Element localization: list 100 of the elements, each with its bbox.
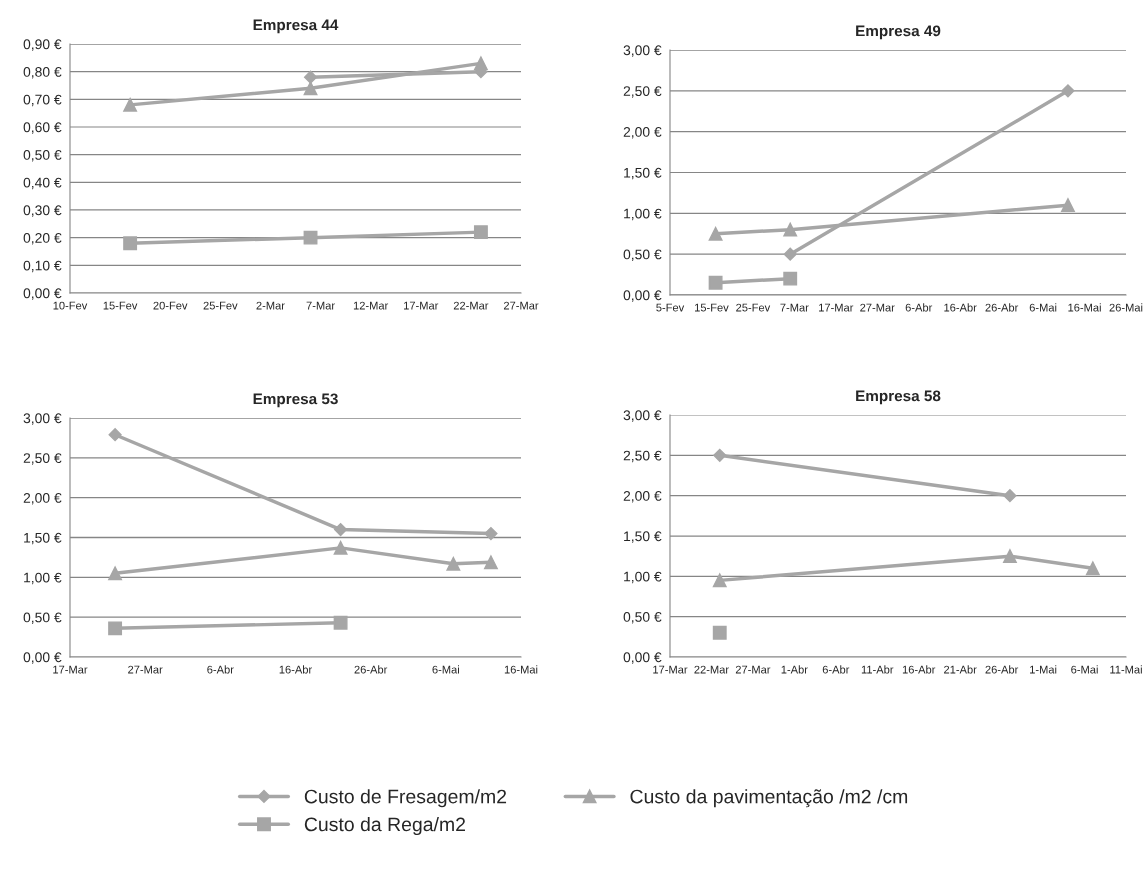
y-tick-label: 1,00 €: [24, 572, 62, 585]
x-tick-label: 27-Mar: [860, 303, 895, 312]
point: [783, 247, 797, 261]
x-tick-label: 21-Abr: [944, 665, 977, 674]
point: [123, 97, 138, 112]
y-tick-label: 1,00 €: [624, 208, 662, 221]
x-tick-label: 6-Abr: [207, 665, 234, 674]
y-tick-label: 2,50 €: [623, 86, 662, 98]
point: [108, 621, 123, 636]
y-tick-label: 0,20 €: [23, 233, 62, 245]
chart-title: Empresa 49: [856, 25, 941, 40]
point: [712, 625, 727, 640]
chart-title: Empresa 58: [856, 390, 941, 405]
x-tick-label: 26-Mai: [1109, 303, 1143, 312]
x-tick-label: 26-Abr: [985, 665, 1019, 674]
chart-title: Empresa 44: [253, 19, 339, 34]
y-tick-label: 1,50 €: [624, 167, 662, 180]
x-tick-label: 11-Abr: [861, 665, 894, 674]
x-tick-label: 1-Abr: [781, 665, 808, 674]
y-tick-label: 1,50 €: [24, 532, 62, 545]
x-tick-label: 12-Mar: [353, 301, 389, 310]
y-tick-label: 0,00 €: [23, 652, 62, 664]
point: [1061, 198, 1075, 213]
x-tick-label: 22-Mar: [694, 665, 729, 674]
x-tick-label: 6-Abr: [822, 665, 850, 674]
x-tick-label: 16-Abr: [944, 303, 977, 312]
y-tick-label: 0,00 €: [23, 288, 62, 300]
x-tick-label: 6-Mai: [1071, 665, 1098, 674]
x-tick-label: 15-Fev: [695, 303, 729, 312]
y-tick-label: 0,40 €: [23, 177, 62, 190]
y-tick-label: 3,00 €: [623, 45, 662, 57]
point: [712, 573, 727, 588]
x-tick-label: 20-Fev: [153, 301, 188, 310]
point: [1003, 489, 1017, 503]
y-tick-label: 0,50 €: [623, 249, 662, 261]
point: [783, 271, 798, 286]
legend-label: Custo da pavimentação /m2 /cm: [630, 789, 908, 808]
x-tick-label: 7-Mar: [306, 301, 335, 310]
x-tick-label: 16-Mai: [1068, 303, 1101, 312]
y-tick-label: 0,30 €: [23, 205, 62, 217]
y-tick-label: 2,00 €: [623, 491, 662, 503]
x-tick-label: 17-Mar: [819, 303, 854, 312]
x-tick-label: 16-Abr: [279, 665, 312, 674]
y-tick-label: 3,00 €: [623, 410, 662, 422]
point: [713, 448, 727, 462]
point: [484, 526, 498, 541]
x-tick-label: 27-Mar: [503, 301, 539, 310]
y-tick-label: 0,50 €: [23, 150, 62, 162]
chart-title: Empresa 53: [253, 393, 338, 408]
x-tick-label: 5-Fev: [656, 303, 685, 312]
point: [334, 522, 348, 537]
y-tick-label: 0,00 €: [623, 652, 662, 664]
y-tick-label: 2,00 €: [23, 493, 62, 505]
point: [333, 615, 348, 630]
x-tick-label: 7-Mar: [780, 303, 809, 312]
x-tick-label: 25-Fev: [736, 303, 771, 312]
x-tick-label: 27-Mar: [128, 665, 163, 674]
x-tick-label: 11-Mai: [1110, 665, 1142, 674]
x-tick-label: 16-Mai: [504, 665, 538, 674]
x-tick-label: 6-Mai: [432, 665, 459, 674]
x-tick-label: 6-Abr: [905, 303, 933, 312]
x-tick-label: 17-Mar: [404, 301, 439, 310]
point: [1061, 84, 1075, 98]
x-tick-label: 16-Abr: [902, 665, 936, 674]
y-tick-label: 2,50 €: [623, 450, 662, 463]
y-tick-label: 0,80 €: [23, 67, 62, 79]
y-tick-label: 2,00 €: [623, 127, 662, 139]
x-tick-label: 25-Fev: [203, 301, 238, 310]
point: [1002, 549, 1017, 564]
x-tick-label: 6-Mai: [1029, 303, 1057, 312]
x-tick-label: 26-Abr: [985, 303, 1019, 312]
point: [473, 225, 488, 240]
y-tick-label: 0,90 €: [23, 39, 62, 51]
point: [108, 566, 123, 581]
point: [333, 540, 348, 555]
y-tick-label: 0,60 €: [23, 122, 62, 134]
x-tick-label: 22-Mar: [453, 301, 489, 310]
point: [123, 236, 138, 251]
x-tick-label: 2-Mar: [256, 301, 285, 310]
x-tick-label: 17-Mar: [653, 665, 688, 674]
x-tick-label: 27-Mar: [735, 665, 771, 674]
y-tick-label: 0,00 €: [623, 290, 662, 302]
y-tick-label: 0,50 €: [23, 612, 62, 624]
y-tick-label: 2,50 €: [23, 453, 62, 465]
x-tick-label: 10-Fev: [53, 301, 88, 310]
y-tick-label: 1,00 €: [624, 571, 662, 584]
legend-label: Custo da Rega/m2: [304, 816, 465, 836]
x-tick-label: 1-Mai: [1030, 665, 1057, 674]
point: [473, 56, 488, 71]
point: [783, 222, 798, 237]
y-tick-label: 1,50 €: [624, 531, 662, 543]
point: [1085, 561, 1100, 576]
y-tick-label: 0,50 €: [623, 612, 662, 624]
y-tick-label: 0,70 €: [23, 94, 62, 107]
y-tick-label: 0,10 €: [23, 260, 62, 273]
x-tick-label: 17-Mar: [53, 665, 88, 674]
point: [446, 556, 461, 571]
x-tick-label: 15-Fev: [103, 301, 138, 310]
point: [483, 555, 498, 570]
y-tick-label: 3,00 €: [23, 413, 62, 425]
